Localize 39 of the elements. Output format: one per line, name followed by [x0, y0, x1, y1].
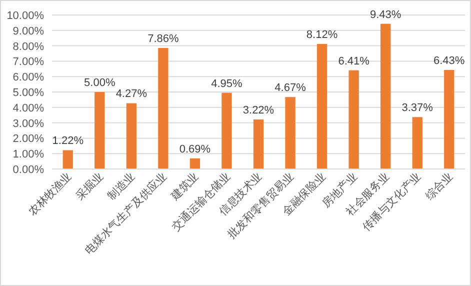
y-tick-label: 2.00%	[12, 133, 44, 146]
data-label: 3.22%	[242, 104, 274, 116]
bar	[158, 48, 168, 169]
data-label: 8.12%	[306, 28, 338, 41]
y-tick-label: 5.00%	[12, 87, 44, 99]
bar	[285, 97, 296, 169]
y-tick-label: 9.00%	[12, 25, 44, 38]
data-label: 4.95%	[211, 78, 243, 90]
bar	[94, 92, 105, 169]
data-label: 7.86%	[148, 32, 179, 45]
data-label: 1.22%	[52, 135, 84, 148]
data-label: 6.43%	[434, 54, 465, 67]
data-label: 4.67%	[274, 82, 306, 94]
data-label: 3.37%	[402, 102, 434, 114]
x-tick-label: 采掘业	[73, 170, 106, 202]
data-label: 9.43%	[370, 8, 402, 21]
bar	[222, 92, 232, 169]
bar	[190, 158, 200, 169]
bar	[316, 44, 328, 169]
bar	[412, 117, 422, 169]
y-tick-label: 8.00%	[12, 40, 44, 53]
y-tick-label: 10.00%	[6, 10, 44, 22]
bar	[380, 24, 391, 169]
x-tick-label: 综合业	[422, 170, 456, 202]
y-tick-label: 0.00%	[12, 164, 44, 176]
data-label: 4.27%	[116, 88, 148, 100]
y-tick-label: 6.00%	[12, 72, 44, 84]
bar	[126, 103, 137, 169]
bar	[348, 70, 359, 169]
y-tick-label: 1.00%	[12, 148, 44, 161]
bar	[62, 150, 73, 169]
bar	[253, 119, 264, 169]
data-label: 5.00%	[84, 77, 116, 89]
data-label: 0.69%	[179, 143, 211, 156]
y-tick-label: 3.00%	[12, 118, 44, 130]
bar	[444, 70, 454, 169]
data-label: 6.41%	[338, 55, 370, 68]
y-tick-label: 4.00%	[12, 102, 44, 114]
y-tick-label: 7.00%	[12, 56, 44, 68]
